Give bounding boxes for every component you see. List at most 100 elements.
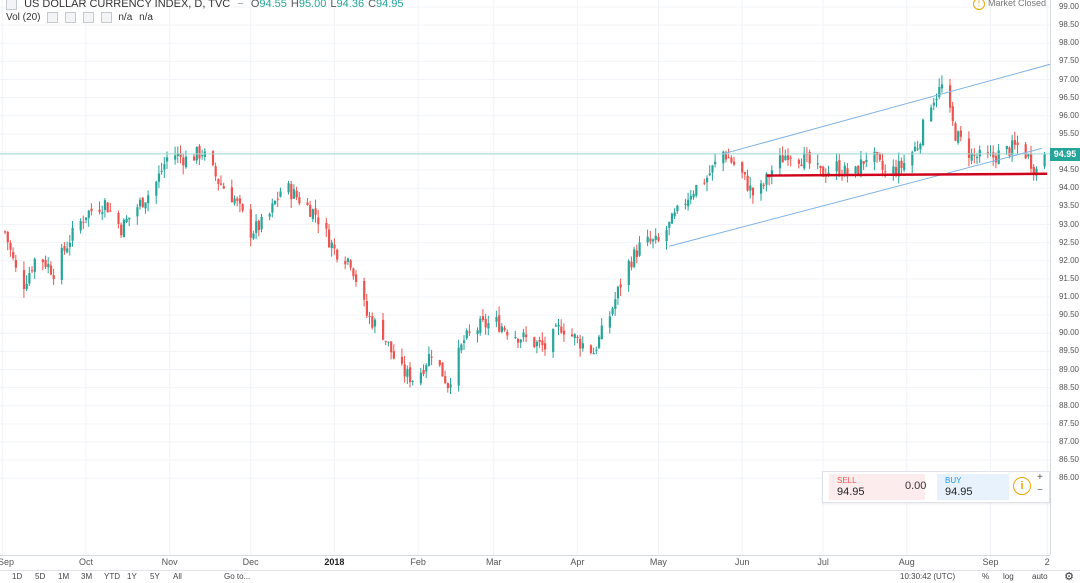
candle-body (352, 268, 355, 277)
symbol-title[interactable]: US DOLLAR CURRENCY INDEX, D, TVC (24, 0, 231, 10)
price-tick-label: 97.50 (1058, 56, 1079, 66)
candle-body (457, 347, 460, 386)
range-button-ytd[interactable]: YTD (104, 572, 120, 581)
candle-body (198, 146, 201, 159)
symbol-legend: US DOLLAR CURRENCY INDEX, D, TVC − O94.5… (6, 0, 412, 10)
candle-body (255, 221, 258, 233)
candle-body (328, 229, 331, 248)
candle-body (128, 217, 131, 220)
candle-body (816, 163, 819, 165)
candle-body (892, 166, 895, 174)
candle-body (373, 319, 377, 327)
candle-body (355, 274, 358, 282)
candle-body (673, 212, 676, 217)
candle-body (638, 242, 641, 256)
range-button-1d[interactable]: 1D (12, 572, 23, 581)
expand-plus-button[interactable]: + (1037, 472, 1043, 483)
time-tick-label: Nov (161, 557, 178, 567)
range-button-5d[interactable]: 5D (35, 572, 46, 581)
market-status[interactable]: ! Market Closed (972, 0, 1046, 10)
time-axis[interactable]: Sep Oct Nov Dec 2018 Feb Mar Apr May Jun Jul Aug Sep… (0, 555, 1050, 571)
candle-body (897, 161, 900, 177)
candle-body (562, 330, 566, 335)
candle-body (768, 176, 771, 178)
candle-body (749, 185, 752, 191)
candle-body (41, 259, 44, 262)
price-tick-label: 96.00 (1058, 110, 1079, 120)
goto-date-button[interactable]: Go to... (224, 572, 251, 581)
price-chart[interactable] (0, 0, 1050, 555)
candle-body (363, 281, 366, 300)
candle-body (325, 222, 328, 229)
channel-lower-line (669, 147, 1042, 247)
gear-icon[interactable]: ⚙ (1064, 571, 1074, 583)
symbol-menu-icon[interactable]: − (237, 0, 244, 10)
volume-remove-icon[interactable] (82, 12, 94, 23)
candle-body (652, 239, 655, 242)
time-tick-label: Dec (242, 557, 259, 567)
candle-body (573, 334, 576, 338)
log-scale-toggle[interactable]: log (1003, 572, 1014, 581)
candle-body (857, 165, 860, 175)
candle-body (827, 172, 830, 175)
candle-body (500, 326, 503, 332)
buy-button[interactable]: BUY 94.95 (937, 474, 1009, 500)
candle-body (695, 185, 698, 196)
candle-body (733, 161, 736, 165)
candle-body (881, 161, 884, 170)
price-tick-label: 93.00 (1058, 219, 1079, 229)
ohlc-key-l: L (330, 0, 337, 10)
candle-body (895, 166, 898, 175)
info-icon[interactable]: i (1013, 477, 1031, 495)
percent-scale-toggle[interactable]: % (982, 572, 990, 581)
price-tick-label: 98.00 (1058, 38, 1079, 48)
candle-body (743, 172, 746, 175)
candle-body (166, 157, 169, 162)
range-button-5y[interactable]: 5Y (150, 572, 160, 581)
candle-body (87, 210, 90, 218)
candle-body (976, 157, 979, 159)
price-tick-label: 90.00 (1058, 328, 1079, 338)
candle-body (687, 199, 690, 207)
candle-body (714, 161, 717, 165)
candle-body (949, 85, 952, 108)
candle-body (387, 341, 390, 343)
candle-body (922, 119, 925, 146)
range-button-3m[interactable]: 3M (81, 572, 93, 581)
candle-body (940, 84, 944, 89)
candle-body (544, 343, 547, 350)
candle-body (517, 338, 520, 343)
candle-body (160, 170, 163, 172)
candle-body (951, 106, 954, 122)
candle-body (44, 259, 47, 267)
collapse-minus-button[interactable]: − (1037, 485, 1043, 496)
candle-body (595, 349, 598, 351)
range-button-1m[interactable]: 1M (58, 572, 70, 581)
candle-body (298, 197, 301, 204)
hide-series-icon[interactable] (6, 0, 17, 10)
volume-eye-icon[interactable] (47, 12, 59, 23)
price-tick-label: 90.50 (1058, 310, 1079, 320)
range-button-1y[interactable]: 1Y (127, 572, 137, 581)
candle-body (182, 157, 185, 166)
volume-value-2: n/a (139, 12, 153, 24)
candle-body (179, 153, 182, 157)
auto-scale-toggle[interactable]: auto (1032, 572, 1048, 581)
candle-body (900, 160, 903, 169)
price-axis[interactable]: 86.00 86.50 87.00 87.50 88.00 88.50 89.00 89.50… (1050, 0, 1080, 555)
sell-button[interactable]: SELL 94.95 (829, 474, 925, 500)
candle-body (1043, 153, 1046, 167)
range-button-all[interactable]: All (173, 572, 182, 581)
candle-body (808, 151, 811, 164)
volume-more-icon[interactable] (100, 12, 112, 23)
candle-body (220, 183, 223, 185)
volume-label[interactable]: Vol (20) (6, 12, 41, 24)
candle-body (28, 272, 31, 284)
candle-body (727, 157, 730, 159)
sell-price: 94.95 (837, 486, 865, 498)
candle-body (932, 102, 935, 106)
volume-settings-icon[interactable] (65, 12, 77, 23)
buy-label: BUY (945, 476, 962, 485)
candle-body (1013, 140, 1016, 145)
candle-body (800, 164, 803, 167)
